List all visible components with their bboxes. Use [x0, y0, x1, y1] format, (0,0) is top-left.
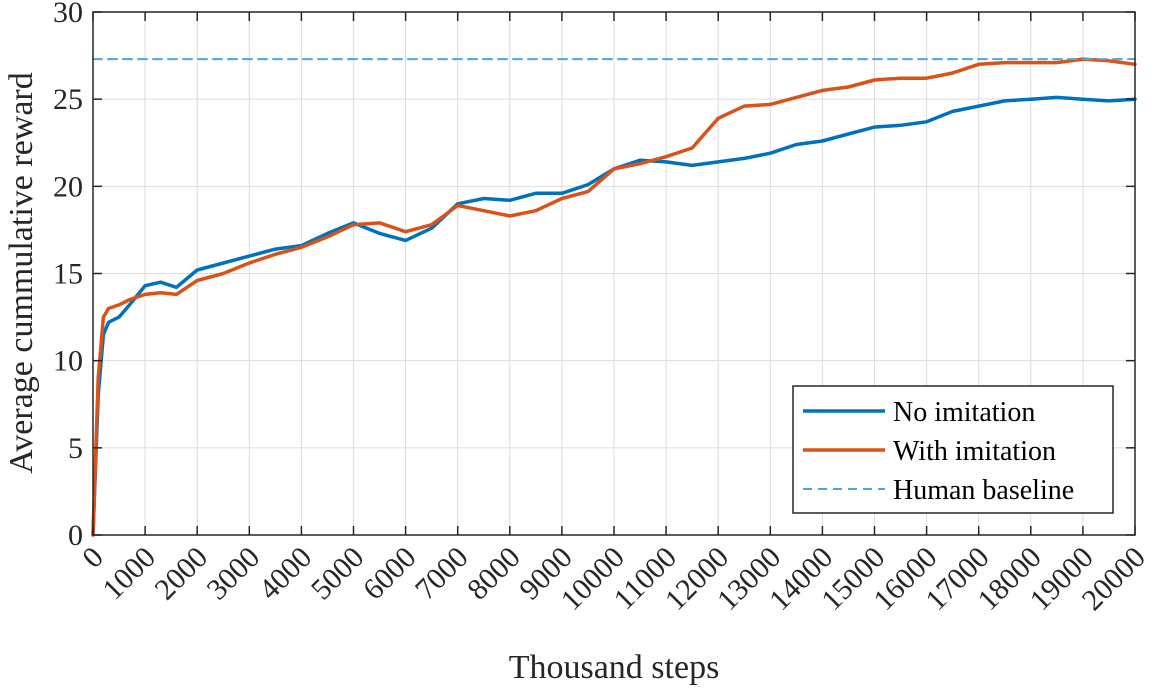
legend-label: With imitation: [893, 436, 1056, 467]
y-tick-label: 20: [53, 170, 83, 203]
x-tick-label: 1000: [96, 541, 162, 607]
y-tick-label: 0: [68, 519, 83, 552]
x-tick-label: 3000: [200, 541, 266, 607]
x-tick-label: 4000: [253, 541, 319, 607]
x-tick-label: 6000: [357, 541, 423, 607]
y-tick-label: 30: [53, 0, 83, 29]
legend: No imitation With imitation Human baseline: [792, 385, 1114, 514]
x-tick-label: 8000: [461, 541, 527, 607]
y-tick-label: 10: [53, 345, 83, 378]
x-tick-label: 7000: [409, 541, 475, 607]
series-line-no-imitation: [91, 95, 1137, 537]
legend-label: Human baseline: [893, 475, 1074, 506]
x-tick-label: 2000: [148, 541, 214, 607]
series-line-with-imitation: [91, 57, 1137, 537]
y-tick-label: 25: [53, 83, 83, 116]
y-tick-label: 5: [68, 432, 83, 465]
y-tick-label: 15: [53, 258, 83, 291]
x-tick-label: 5000: [305, 541, 371, 607]
series-lines: [91, 57, 1137, 537]
y-axis-title: Average cummulative reward: [3, 72, 40, 474]
x-axis-title: Thousand steps: [509, 649, 720, 686]
legend-label: No imitation: [893, 397, 1035, 428]
